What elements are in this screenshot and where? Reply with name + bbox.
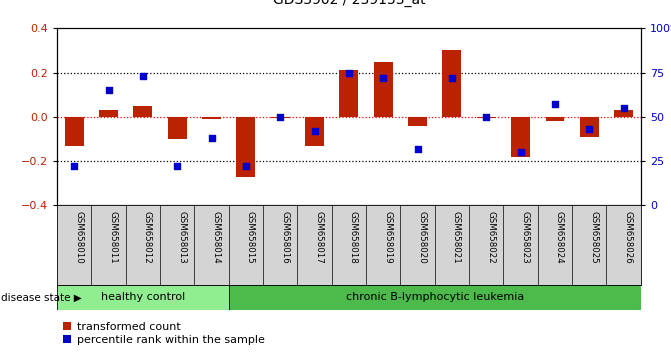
Point [138, 73, 148, 79]
Text: GSM658012: GSM658012 [143, 211, 152, 264]
Text: GSM658018: GSM658018 [349, 211, 358, 264]
Text: GSM658021: GSM658021 [452, 211, 461, 264]
Point [275, 114, 286, 120]
Bar [99, 110, 118, 117]
Bar [340, 70, 358, 117]
Text: GSM658023: GSM658023 [521, 211, 529, 264]
Point [447, 75, 458, 81]
Text: GSM658016: GSM658016 [280, 211, 289, 264]
Point [344, 70, 354, 75]
Text: chronic B-lymphocytic leukemia: chronic B-lymphocytic leukemia [346, 292, 524, 302]
Bar [236, 117, 256, 177]
Bar [477, 117, 496, 118]
Legend: transformed count, percentile rank within the sample: transformed count, percentile rank withi… [62, 321, 265, 345]
Point [240, 164, 251, 169]
Text: GSM658015: GSM658015 [246, 211, 255, 264]
Text: GSM658026: GSM658026 [623, 211, 633, 264]
Point [550, 102, 560, 107]
Bar [202, 117, 221, 119]
Text: GSM658014: GSM658014 [211, 211, 221, 264]
Bar [168, 117, 187, 139]
Bar [614, 110, 633, 117]
Bar [305, 117, 324, 145]
Bar [580, 117, 599, 137]
Text: GSM658017: GSM658017 [315, 211, 323, 264]
Point [618, 105, 629, 111]
Text: GSM658020: GSM658020 [417, 211, 427, 264]
Point [103, 87, 114, 93]
Point [172, 164, 183, 169]
Bar [57, 285, 229, 310]
Text: disease state ▶: disease state ▶ [1, 292, 81, 302]
Point [206, 135, 217, 141]
Bar [65, 117, 84, 145]
Point [584, 126, 595, 132]
Text: GSM658024: GSM658024 [555, 211, 564, 264]
Text: GSM658010: GSM658010 [74, 211, 83, 264]
Point [515, 149, 526, 155]
Text: GSM658025: GSM658025 [589, 211, 599, 264]
Text: GSM658019: GSM658019 [383, 211, 393, 263]
Text: GDS3902 / 239153_at: GDS3902 / 239153_at [272, 0, 425, 7]
Point [412, 146, 423, 152]
Text: GSM658011: GSM658011 [109, 211, 117, 264]
Point [378, 75, 389, 81]
Text: GSM658022: GSM658022 [486, 211, 495, 264]
Bar [134, 106, 152, 117]
Text: healthy control: healthy control [101, 292, 185, 302]
Bar [408, 117, 427, 126]
Bar [546, 117, 564, 121]
Point [69, 164, 80, 169]
Bar [442, 51, 462, 117]
Text: GSM658013: GSM658013 [177, 211, 187, 264]
Bar [271, 117, 290, 118]
Bar [374, 62, 393, 117]
Point [481, 114, 492, 120]
Bar [229, 285, 641, 310]
Bar [511, 117, 530, 156]
Point [309, 128, 320, 134]
